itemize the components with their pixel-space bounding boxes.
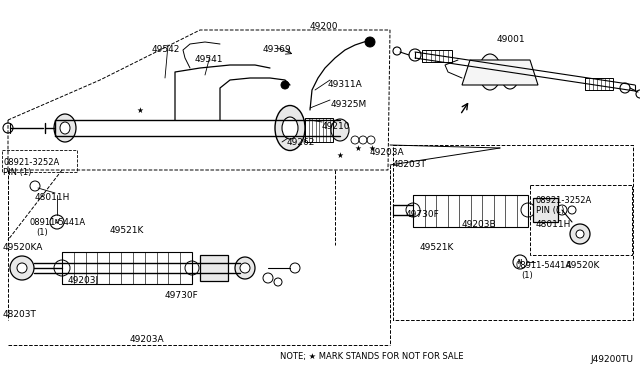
- Bar: [422, 50, 452, 62]
- Text: 48011H: 48011H: [35, 193, 70, 202]
- Bar: [413, 195, 528, 227]
- Bar: [200, 255, 228, 281]
- Ellipse shape: [275, 106, 305, 151]
- Text: (1): (1): [36, 228, 48, 237]
- Circle shape: [576, 230, 584, 238]
- Text: 48203T: 48203T: [3, 310, 37, 319]
- Text: 49521K: 49521K: [110, 226, 145, 235]
- Text: ★: ★: [355, 144, 362, 153]
- Text: N: N: [518, 259, 522, 265]
- Ellipse shape: [282, 117, 298, 139]
- Bar: [533, 198, 558, 222]
- Text: 49311A: 49311A: [328, 80, 363, 89]
- Circle shape: [17, 263, 27, 273]
- Text: 49520KA: 49520KA: [3, 243, 44, 252]
- Circle shape: [281, 81, 289, 89]
- Text: 49203A: 49203A: [130, 335, 164, 344]
- Text: ★: ★: [337, 151, 344, 160]
- Circle shape: [10, 256, 34, 280]
- Ellipse shape: [54, 114, 76, 142]
- Text: 49200: 49200: [310, 22, 339, 31]
- Circle shape: [570, 224, 590, 244]
- Text: 49203B: 49203B: [462, 220, 497, 229]
- Text: 49203J: 49203J: [68, 276, 99, 285]
- Text: (1): (1): [521, 271, 532, 280]
- Bar: [585, 78, 613, 90]
- Text: 49521K: 49521K: [420, 243, 454, 252]
- Bar: [393, 145, 633, 320]
- Text: 49262: 49262: [287, 138, 316, 147]
- Text: 49203A: 49203A: [370, 148, 404, 157]
- Text: 49541: 49541: [195, 55, 223, 64]
- Text: 48011H: 48011H: [536, 220, 572, 229]
- Text: NOTE; ★ MARK STANDS FOR NOT FOR SALE: NOTE; ★ MARK STANDS FOR NOT FOR SALE: [280, 352, 463, 361]
- Text: PIN (1): PIN (1): [3, 168, 31, 177]
- Text: 49210: 49210: [322, 122, 351, 131]
- Bar: [305, 118, 333, 142]
- Text: 08911-5441A: 08911-5441A: [30, 218, 86, 227]
- Text: 49369: 49369: [263, 45, 292, 54]
- Ellipse shape: [479, 54, 501, 90]
- Text: 08921-3252A: 08921-3252A: [536, 196, 592, 205]
- Ellipse shape: [331, 119, 349, 141]
- Ellipse shape: [235, 257, 255, 279]
- Text: 49542: 49542: [152, 45, 180, 54]
- Circle shape: [365, 37, 375, 47]
- Text: ★: ★: [136, 106, 143, 115]
- Text: 49001: 49001: [497, 35, 525, 44]
- Text: PIN (1): PIN (1): [536, 206, 564, 215]
- Text: 49325M: 49325M: [331, 100, 367, 109]
- Ellipse shape: [60, 122, 70, 134]
- Text: 49730F: 49730F: [165, 291, 199, 300]
- Polygon shape: [462, 60, 538, 85]
- Bar: [2, 150, 77, 172]
- Text: 49520K: 49520K: [566, 261, 600, 270]
- Text: 48203T: 48203T: [393, 160, 427, 169]
- Text: 08921-3252A: 08921-3252A: [3, 158, 60, 167]
- Bar: [62, 252, 192, 284]
- Ellipse shape: [240, 263, 250, 273]
- Text: J49200TU: J49200TU: [590, 355, 633, 364]
- Bar: [530, 185, 632, 255]
- Text: 08911-5441A: 08911-5441A: [515, 261, 571, 270]
- Text: ★: ★: [369, 144, 376, 153]
- Text: 49730F: 49730F: [406, 210, 440, 219]
- Text: N: N: [55, 219, 59, 225]
